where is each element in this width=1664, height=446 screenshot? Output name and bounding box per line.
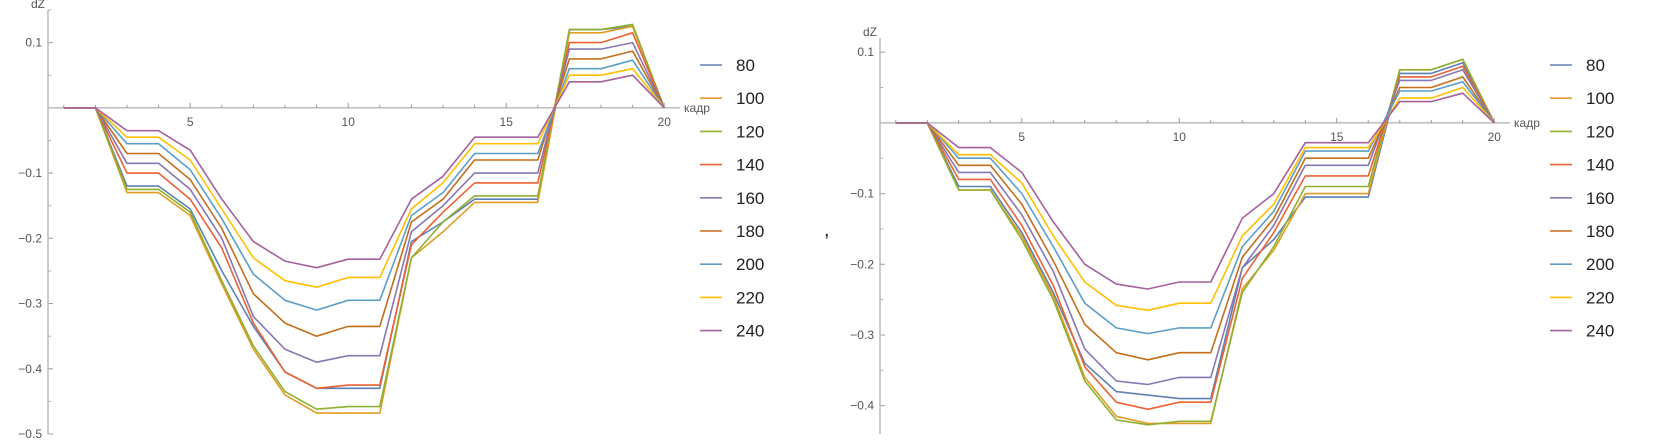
x-tick-label: 15 — [500, 115, 514, 129]
series-line-120 — [895, 58, 1496, 426]
y-tick-label: −0.5 — [18, 427, 42, 441]
separator-comma: , — [824, 219, 830, 241]
y-tick-label: 0.1 — [857, 45, 874, 59]
x-axis-label: кадр — [684, 101, 710, 115]
y-tick-label: −0.2 — [18, 231, 42, 245]
y-axis-label: dZ — [31, 0, 45, 11]
x-tick-label: 15 — [1330, 130, 1344, 144]
y-axis-label: dZ — [863, 25, 877, 39]
x-tick-label: 20 — [1488, 130, 1502, 144]
series-line-140 — [895, 65, 1495, 411]
legend-label-120: 120 — [736, 122, 764, 141]
series-line-160 — [895, 69, 1495, 386]
y-tick-label: −0.1 — [18, 166, 42, 180]
series-line-200 — [63, 59, 665, 311]
x-tick-label: 20 — [658, 115, 672, 129]
legend-label-80: 80 — [736, 56, 755, 75]
y-tick-label: −0.4 — [850, 399, 874, 413]
legend-label-220: 220 — [736, 288, 764, 307]
legend-label-200: 200 — [1586, 255, 1614, 274]
series-line-100 — [895, 58, 1496, 425]
series-line-240 — [895, 92, 1495, 290]
legend-label-140: 140 — [736, 156, 764, 175]
series-line-80 — [63, 25, 665, 390]
y-tick-label: −0.4 — [18, 362, 42, 376]
legend-label-180: 180 — [1586, 222, 1614, 241]
series-line-140 — [63, 31, 665, 390]
legend-label-160: 160 — [1586, 189, 1614, 208]
legend-label-100: 100 — [1586, 89, 1614, 108]
series-line-200 — [895, 81, 1495, 335]
series-line-120 — [63, 23, 665, 411]
y-tick-label: −0.3 — [18, 297, 42, 311]
legend-label-100: 100 — [736, 89, 764, 108]
series-line-220 — [895, 86, 1495, 312]
legend-label-200: 200 — [736, 255, 764, 274]
legend-label-160: 160 — [736, 189, 764, 208]
legend-label-120: 120 — [1586, 122, 1614, 141]
legend-label-240: 240 — [1586, 322, 1614, 341]
series-line-80 — [895, 61, 1496, 400]
y-tick-label: −0.1 — [850, 187, 874, 201]
x-tick-label: 5 — [187, 115, 194, 129]
legend-label-220: 220 — [1586, 288, 1614, 307]
x-tick-label: 10 — [342, 115, 356, 129]
legend-label-80: 80 — [1586, 56, 1605, 75]
legend-label-140: 140 — [1586, 156, 1614, 175]
series-line-240 — [63, 74, 665, 269]
series-line-180 — [63, 50, 665, 338]
x-tick-label: 5 — [1018, 130, 1025, 144]
x-axis-label: кадр — [1514, 116, 1540, 130]
series-line-160 — [63, 41, 665, 364]
series-line-180 — [895, 76, 1495, 361]
y-tick-label: −0.2 — [850, 257, 874, 271]
legend-label-180: 180 — [736, 222, 764, 241]
left-chart: 5 10 15 20 0.1 −0.1 −0.2 −0.3 −0.4 −0.5 dZ кадр 80 10… — [18, 0, 764, 441]
y-tick-label: −0.3 — [850, 328, 874, 342]
y-tick-label: 0.1 — [25, 36, 42, 50]
legend-label-240: 240 — [736, 322, 764, 341]
x-tick-label: 10 — [1173, 130, 1187, 144]
right-chart: 5 10 15 20 0.1 −0.1 −0.2 −0.3 −0.4 dZ кадр 80 100 120… — [850, 25, 1614, 434]
series-line-220 — [63, 67, 665, 289]
